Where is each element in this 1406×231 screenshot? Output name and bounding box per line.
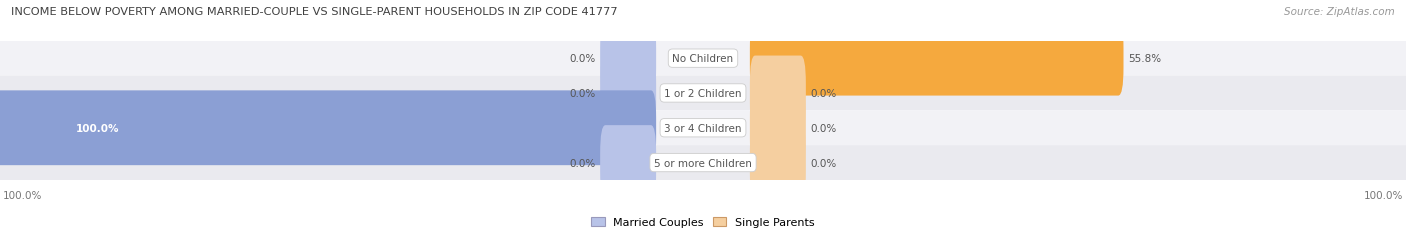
FancyBboxPatch shape	[600, 22, 657, 96]
Text: 100.0%: 100.0%	[3, 191, 42, 201]
Legend: Married Couples, Single Parents: Married Couples, Single Parents	[592, 217, 814, 227]
Text: 0.0%: 0.0%	[569, 158, 596, 168]
FancyBboxPatch shape	[0, 42, 1406, 76]
Text: 3 or 4 Children: 3 or 4 Children	[664, 123, 742, 133]
Text: 0.0%: 0.0%	[810, 88, 837, 99]
Text: 0.0%: 0.0%	[569, 88, 596, 99]
FancyBboxPatch shape	[749, 91, 806, 165]
Text: 100.0%: 100.0%	[1364, 191, 1403, 201]
Text: 1 or 2 Children: 1 or 2 Children	[664, 88, 742, 99]
FancyBboxPatch shape	[0, 146, 1406, 180]
Text: 0.0%: 0.0%	[810, 123, 837, 133]
Text: No Children: No Children	[672, 54, 734, 64]
FancyBboxPatch shape	[0, 76, 1406, 111]
FancyBboxPatch shape	[749, 22, 1123, 96]
FancyBboxPatch shape	[0, 91, 657, 165]
FancyBboxPatch shape	[600, 126, 657, 200]
Text: 5 or more Children: 5 or more Children	[654, 158, 752, 168]
Text: 0.0%: 0.0%	[569, 54, 596, 64]
Text: Source: ZipAtlas.com: Source: ZipAtlas.com	[1284, 7, 1395, 17]
Text: 0.0%: 0.0%	[810, 158, 837, 168]
FancyBboxPatch shape	[749, 126, 806, 200]
Text: INCOME BELOW POVERTY AMONG MARRIED-COUPLE VS SINGLE-PARENT HOUSEHOLDS IN ZIP COD: INCOME BELOW POVERTY AMONG MARRIED-COUPL…	[11, 7, 617, 17]
Text: 100.0%: 100.0%	[76, 123, 120, 133]
FancyBboxPatch shape	[600, 56, 657, 131]
FancyBboxPatch shape	[0, 111, 1406, 146]
Text: 55.8%: 55.8%	[1128, 54, 1161, 64]
FancyBboxPatch shape	[749, 56, 806, 131]
